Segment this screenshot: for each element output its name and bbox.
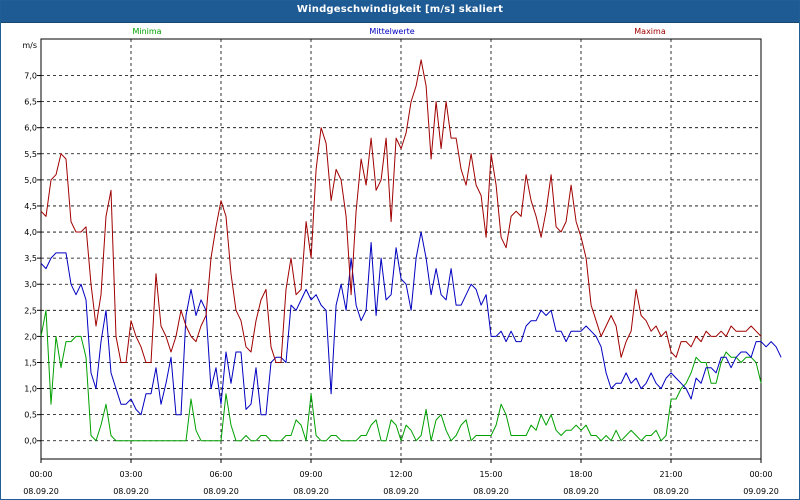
x-tick-date-label: 08.09.20 — [23, 487, 59, 496]
window-title: Windgeschwindigkeit [m/s] skaliert — [296, 4, 504, 15]
y-tick-label: 2,0 — [24, 332, 37, 341]
legend-entry-minima: Minima — [132, 27, 161, 36]
y-tick-label: 5,0 — [24, 176, 37, 185]
x-tick-time-label: 15:00 — [479, 470, 502, 479]
y-axis-unit-label: m/s — [22, 41, 37, 50]
y-tick-label: 1,0 — [24, 385, 37, 394]
x-tick-date-label: 08.09.20 — [563, 487, 599, 496]
y-tick-label: 6,5 — [24, 98, 37, 107]
x-tick-time-label: 03:00 — [119, 470, 142, 479]
y-tick-label: 5,5 — [24, 150, 37, 159]
x-tick-time-label: 21:00 — [659, 470, 682, 479]
y-tick-label: 0,5 — [24, 411, 37, 420]
y-tick-label: 6,0 — [24, 124, 37, 133]
y-tick-label: 2,5 — [24, 306, 37, 315]
y-tick-label: 4,5 — [24, 202, 37, 211]
series-line-minima — [40, 309, 762, 442]
title-bar: Windgeschwindigkeit [m/s] skaliert — [1, 1, 799, 23]
y-tick-label: 1,5 — [24, 358, 37, 367]
x-tick-time-label: 06:00 — [209, 470, 232, 479]
y-tick-label: 3,5 — [24, 254, 37, 263]
legend-entry-mittelwerte: Mittelwerte — [369, 27, 414, 36]
series-line-maxima — [40, 59, 762, 363]
x-tick-time-label: 09:00 — [299, 470, 322, 479]
legend-entry-maxima: Maxima — [634, 27, 666, 36]
series-line-mittelwerte — [40, 231, 782, 416]
x-tick-time-label: 00:00 — [29, 470, 52, 479]
y-tick-label: 4,0 — [24, 228, 37, 237]
y-tick-label: 0,0 — [24, 437, 37, 446]
y-tick-label: 3,0 — [24, 280, 37, 289]
x-tick-date-label: 08.09.20 — [203, 487, 239, 496]
y-tick-label: 7,0 — [24, 72, 37, 81]
x-tick-date-label: 08.09.20 — [383, 487, 419, 496]
x-tick-date-label: 08.09.20 — [113, 487, 149, 496]
x-tick-date-label: 09.09.20 — [743, 487, 779, 496]
x-tick-time-label: 00:00 — [749, 470, 772, 479]
x-tick-date-label: 08.09.20 — [473, 487, 509, 496]
x-tick-time-label: 12:00 — [389, 470, 412, 479]
x-tick-date-label: 08.09.20 — [293, 487, 329, 496]
x-tick-time-label: 18:00 — [569, 470, 592, 479]
x-tick-date-label: 08.09.20 — [653, 487, 689, 496]
